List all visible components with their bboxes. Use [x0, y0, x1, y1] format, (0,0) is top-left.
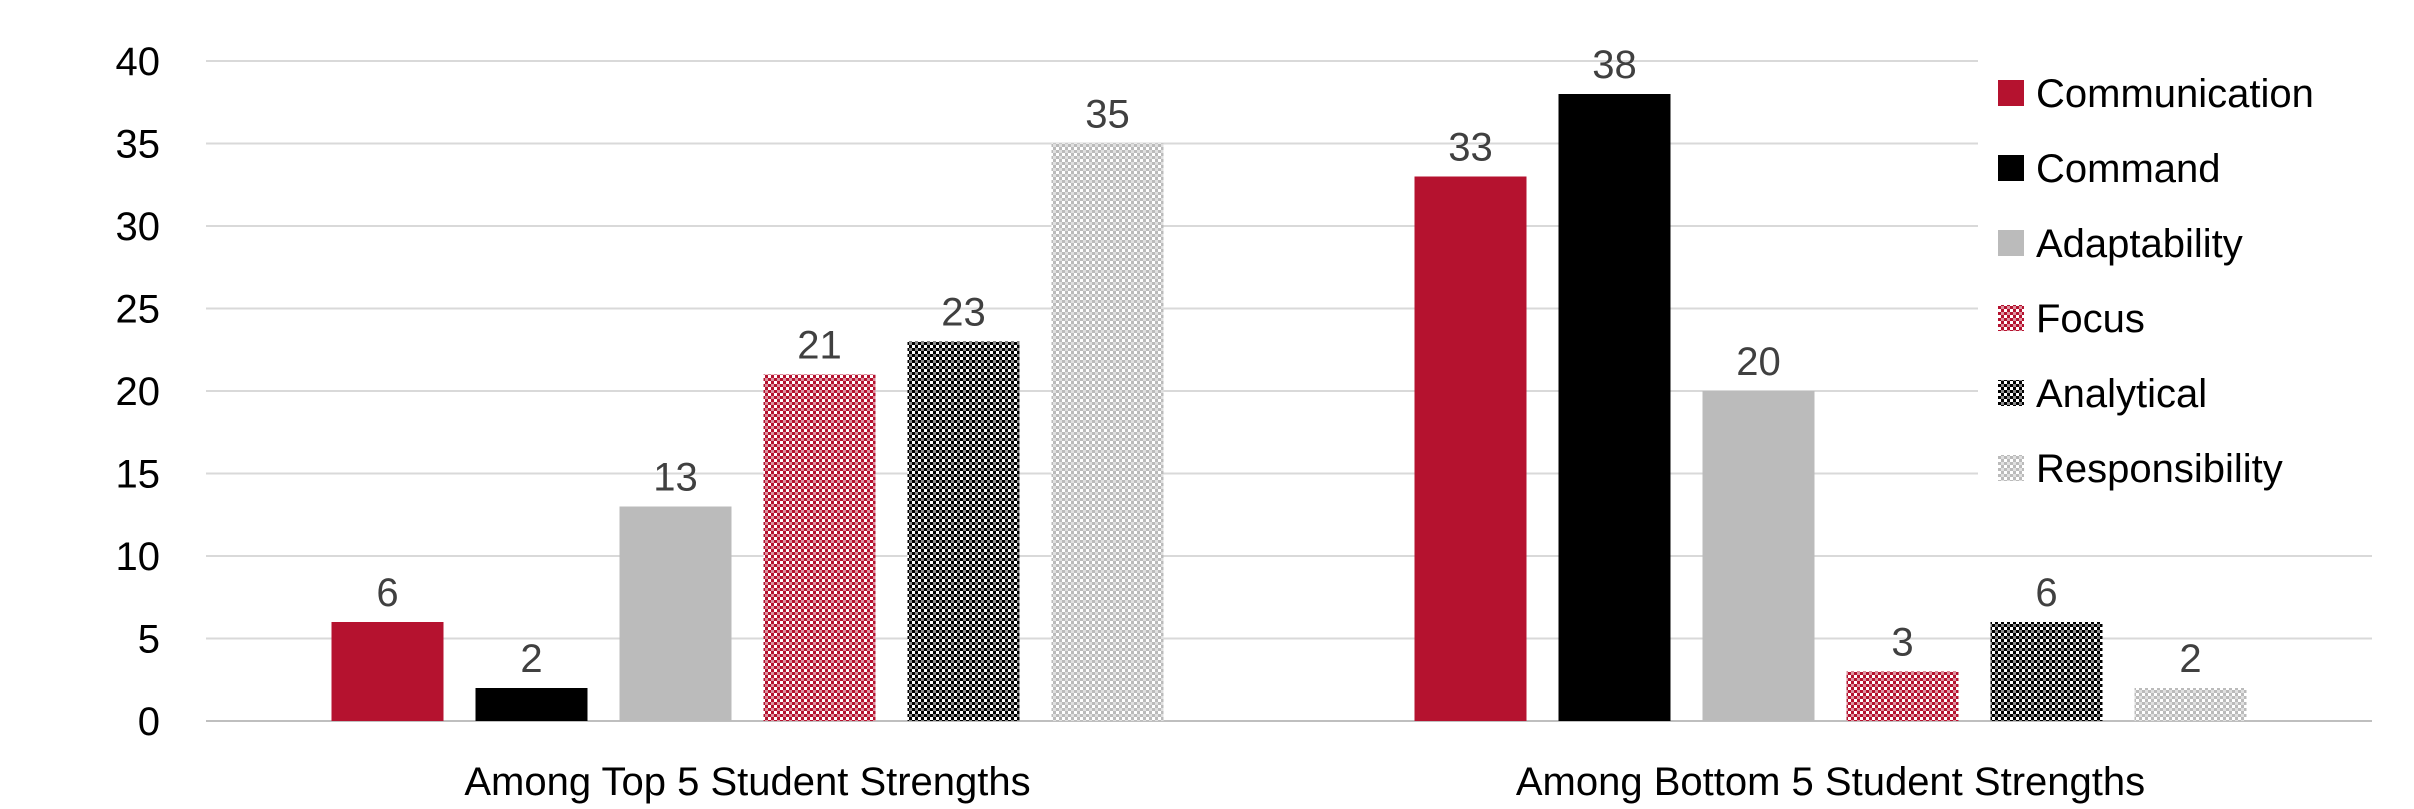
- data-label-communication-1: 6: [376, 571, 398, 615]
- y-tick-label-15: 15: [116, 453, 161, 497]
- y-tick-label-0: 0: [138, 700, 160, 744]
- bar-communication-2: [1414, 176, 1527, 721]
- bar-analytical-1: [907, 341, 1020, 721]
- bar-responsibility-1: [1051, 143, 1164, 721]
- data-labels: 6 2 13 21 23 35 33 38 20 3 6 2: [376, 43, 2201, 681]
- legend: Communication Command Adaptability Focus Ana…: [1978, 58, 2374, 498]
- y-tick-label-40: 40: [116, 40, 161, 84]
- legend-label-command: Command: [2036, 147, 2221, 191]
- y-tick-label-10: 10: [116, 535, 161, 579]
- legend-label-analytical: Analytical: [2036, 372, 2207, 416]
- legend-label-focus: Focus: [2036, 297, 2145, 341]
- y-axis: 0 5 10 15 20 25 30 35 40: [116, 40, 161, 744]
- x-axis-categories: Among Top 5 Student Strengths Among Botto…: [464, 760, 2145, 804]
- legend-swatch-focus: [1998, 305, 2024, 331]
- legend-swatch-communication: [1998, 80, 2024, 106]
- bar-analytical-2: [1990, 622, 2103, 721]
- data-label-command-2: 38: [1592, 43, 1637, 87]
- legend-label-communication: Communication: [2036, 72, 2314, 116]
- bar-command-2: [1558, 94, 1671, 721]
- y-tick-label-5: 5: [138, 618, 160, 662]
- category-label-2: Among Bottom 5 Student Strengths: [1516, 760, 2145, 804]
- y-tick-label-20: 20: [116, 370, 161, 414]
- y-tick-label-25: 25: [116, 288, 161, 332]
- data-label-adaptability-2: 20: [1736, 340, 1781, 384]
- legend-swatch-adaptability: [1998, 230, 2024, 256]
- legend-swatch-analytical: [1998, 380, 2024, 406]
- category-label-1: Among Top 5 Student Strengths: [464, 760, 1030, 804]
- data-label-responsibility-1: 35: [1085, 93, 1130, 137]
- bar-focus-2: [1846, 671, 1959, 721]
- data-label-responsibility-2: 2: [2179, 637, 2201, 681]
- bars: [331, 94, 2247, 721]
- bar-responsibility-2: [2134, 688, 2247, 721]
- data-label-focus-1: 21: [797, 324, 842, 368]
- y-tick-label-30: 30: [116, 205, 161, 249]
- gridlines: [206, 60, 2372, 722]
- data-label-analytical-1: 23: [941, 291, 986, 335]
- bar-command-1: [475, 688, 588, 721]
- legend-swatch-command: [1998, 155, 2024, 181]
- data-label-communication-2: 33: [1448, 126, 1493, 170]
- bar-adaptability-1: [619, 506, 732, 721]
- data-label-focus-2: 3: [1891, 621, 1913, 665]
- data-label-analytical-2: 6: [2035, 571, 2057, 615]
- legend-background: [1978, 58, 2374, 498]
- data-label-command-1: 2: [520, 637, 542, 681]
- legend-swatch-responsibility: [1998, 455, 2024, 481]
- bar-communication-1: [331, 622, 444, 721]
- data-label-adaptability-1: 13: [653, 456, 698, 500]
- y-tick-label-35: 35: [116, 123, 161, 167]
- bar-focus-1: [763, 374, 876, 721]
- bar-adaptability-2: [1702, 391, 1815, 721]
- legend-label-adaptability: Adaptability: [2036, 222, 2243, 266]
- legend-label-responsibility: Responsibility: [2036, 447, 2283, 491]
